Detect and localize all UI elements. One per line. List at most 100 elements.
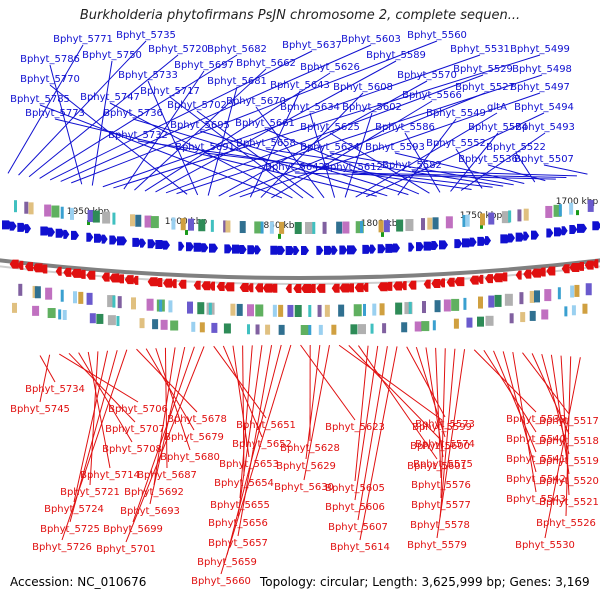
reverse-gene-label[interactable]: Bphyt_5573 — [415, 419, 475, 430]
forward-gene-label[interactable]: Bphyt_5750 — [82, 50, 142, 61]
forward-gene-label[interactable]: Bphyt_5494 — [514, 102, 574, 113]
forward-gene-label[interactable]: Bphyt_5736 — [103, 108, 163, 119]
reverse-gene-label[interactable]: Bphyt_5542 — [506, 474, 566, 485]
forward-gene-label[interactable]: Bphyt_5552 — [426, 138, 486, 149]
forward-gene-label[interactable]: Bphyt_5682 — [207, 44, 267, 55]
reverse-gene-label[interactable]: Bphyt_5530 — [515, 540, 575, 551]
reverse-gene-label[interactable]: Bphyt_5578 — [410, 520, 470, 531]
reverse-gene-label[interactable]: Bphyt_5520 — [539, 476, 599, 487]
forward-gene-label[interactable]: Bphyt_5529 — [453, 64, 513, 75]
forward-gene-label[interactable]: Bphyt_5661 — [235, 118, 295, 129]
reverse-gene-label[interactable]: Bphyt_5656 — [208, 518, 268, 529]
reverse-gene-label[interactable]: Bphyt_5654 — [214, 478, 274, 489]
reverse-gene-label[interactable]: Bphyt_5725 — [40, 524, 100, 535]
forward-gene-label[interactable]: Bphyt_5570 — [397, 70, 457, 81]
forward-gene-label[interactable]: Bphyt_5733 — [118, 70, 178, 81]
forward-gene-label[interactable]: Bphyt_5695 — [170, 120, 230, 131]
forward-gene-label[interactable]: Bphyt_5531 — [450, 44, 510, 55]
forward-gene-label[interactable]: Bphyt_5499 — [510, 44, 570, 55]
reverse-gene-label[interactable]: Bphyt_5708 — [102, 444, 162, 455]
reverse-gene-label[interactable]: Bphyt_5629 — [276, 461, 336, 472]
forward-gene-label[interactable]: Bphyt_5582 — [382, 160, 442, 171]
forward-gene-label[interactable]: Bphyt_5527 — [455, 82, 515, 93]
forward-gene-label[interactable]: Bphyt_5643 — [270, 80, 330, 91]
forward-gene-label[interactable]: Bphyt_5773 — [25, 108, 85, 119]
forward-gene-label[interactable]: Bphyt_5681 — [207, 76, 267, 87]
reverse-gene-label[interactable]: Bphyt_5699 — [103, 524, 163, 535]
reverse-gene-label[interactable]: Bphyt_5526 — [536, 518, 596, 529]
reverse-gene-label[interactable]: Bphyt_5623 — [325, 422, 385, 433]
forward-gene-label[interactable]: Bphyt_5507 — [514, 154, 574, 165]
reverse-gene-label[interactable]: Bphyt_5614 — [330, 542, 390, 553]
reverse-gene-label[interactable]: Bphyt_5518 — [539, 436, 599, 447]
reverse-gene-label[interactable]: Bphyt_5680 — [160, 452, 220, 463]
forward-gene-label[interactable]: Bphyt_5625 — [300, 122, 360, 133]
reverse-gene-label[interactable]: Bphyt_5521 — [539, 497, 599, 508]
forward-gene-label[interactable]: Bphyt_5732 — [108, 130, 168, 141]
forward-gene-label[interactable]: Bphyt_5771 — [53, 34, 113, 45]
forward-gene-label[interactable]: Bphyt_5658 — [236, 138, 296, 149]
forward-gene-label[interactable]: Bphyt_5612 — [323, 162, 383, 173]
reverse-gene-label[interactable]: Bphyt_5724 — [44, 504, 104, 515]
reverse-gene-label[interactable]: Bphyt_5734 — [25, 384, 85, 395]
reverse-gene-label[interactable]: Bphyt_5657 — [208, 538, 268, 549]
reverse-gene-label[interactable]: Bphyt_5605 — [325, 483, 385, 494]
forward-gene-label[interactable]: Bphyt_5642 — [265, 162, 325, 173]
forward-gene-label[interactable]: Bphyt_5634 — [280, 102, 340, 113]
reverse-gene-label[interactable]: Bphyt_5574 — [415, 439, 475, 450]
reverse-gene-label[interactable]: Bphyt_5706 — [108, 404, 168, 415]
forward-gene-label[interactable]: Bphyt_5717 — [140, 86, 200, 97]
forward-gene-label[interactable]: Bphyt_5566 — [402, 90, 462, 101]
forward-gene-label[interactable]: Bphyt_5602 — [342, 102, 402, 113]
forward-gene-label[interactable]: Bphyt_5593 — [365, 142, 425, 153]
forward-gene-label[interactable]: Bphyt_5785 — [10, 94, 70, 105]
forward-gene-label[interactable]: Bphyt_5498 — [512, 64, 572, 75]
reverse-gene-label[interactable]: Bphyt_5579 — [407, 540, 467, 551]
reverse-gene-label[interactable]: Bphyt_5652 — [232, 439, 292, 450]
forward-gene-label[interactable]: Bphyt_5522 — [486, 142, 546, 153]
forward-gene-label[interactable]: Bphyt_5624 — [300, 142, 360, 153]
forward-gene-label[interactable]: Bphyt_5747 — [80, 92, 140, 103]
reverse-gene-label[interactable]: Bphyt_5653 — [219, 459, 279, 470]
forward-gene-label[interactable]: Bphyt_5670 — [226, 96, 286, 107]
reverse-gene-label[interactable]: Bphyt_5607 — [328, 522, 388, 533]
reverse-gene-label[interactable]: Bphyt_5606 — [325, 502, 385, 513]
reverse-gene-label[interactable]: Bphyt_5630 — [274, 482, 334, 493]
forward-gene-label[interactable]: Bphyt_5637 — [282, 40, 342, 51]
forward-gene-label[interactable]: Bphyt_5560 — [407, 30, 467, 41]
reverse-gene-label[interactable]: Bphyt_5701 — [96, 544, 156, 555]
reverse-gene-label[interactable]: Bphyt_5660 — [191, 576, 251, 587]
reverse-gene-label[interactable]: Bphyt_5519 — [539, 456, 599, 467]
reverse-gene-label[interactable]: Bphyt_5575 — [413, 459, 473, 470]
reverse-gene-label[interactable]: Bphyt_5707 — [105, 424, 165, 435]
reverse-gene-label[interactable]: Bphyt_5540 — [506, 434, 566, 445]
forward-gene-label[interactable]: Bphyt_5524 — [468, 122, 528, 133]
forward-gene-label[interactable]: Bphyt_5786 — [20, 54, 80, 65]
forward-gene-label[interactable]: Bphyt_5662 — [236, 58, 296, 69]
forward-gene-label[interactable]: Bphyt_5720 — [148, 44, 208, 55]
forward-gene-label[interactable]: Bphyt_5493 — [515, 122, 575, 133]
forward-gene-label[interactable]: Bphyt_5702 — [167, 100, 227, 111]
forward-gene-label[interactable]: Bphyt_5536 — [458, 154, 518, 165]
forward-gene-label[interactable]: Bphyt_5626 — [300, 62, 360, 73]
reverse-gene-label[interactable]: Bphyt_5678 — [167, 414, 227, 425]
forward-gene-label[interactable]: Bphyt_5770 — [20, 74, 80, 85]
reverse-gene-label[interactable]: Bphyt_5721 — [60, 487, 120, 498]
forward-gene-label[interactable]: Bphyt_5608 — [333, 82, 393, 93]
reverse-gene-label[interactable]: Bphyt_5726 — [32, 542, 92, 553]
reverse-gene-label[interactable]: Bphyt_5541 — [506, 454, 566, 465]
forward-gene-label[interactable]: Bphyt_5735 — [116, 30, 176, 41]
reverse-gene-label[interactable]: Bphyt_5693 — [120, 506, 180, 517]
reverse-gene-label[interactable]: Bphyt_5659 — [197, 557, 257, 568]
forward-gene-label[interactable]: gltA — [487, 102, 507, 113]
forward-gene-label[interactable]: Bphyt_5691 — [175, 142, 235, 153]
forward-gene-label[interactable]: Bphyt_5586 — [375, 122, 435, 133]
forward-gene-label[interactable]: Bphyt_5497 — [510, 82, 570, 93]
reverse-gene-label[interactable]: Bphyt_5714 — [80, 470, 140, 481]
reverse-gene-label[interactable]: Bphyt_5679 — [164, 432, 224, 443]
reverse-gene-label[interactable]: Bphyt_5601 — [407, 461, 467, 472]
reverse-gene-label[interactable]: Bphyt_5687 — [137, 470, 197, 481]
reverse-gene-label[interactable]: Bphyt_5745 — [10, 404, 70, 415]
forward-gene-label[interactable]: Bphyt_5603 — [341, 34, 401, 45]
forward-gene-label[interactable]: Bphyt_5549 — [426, 108, 486, 119]
